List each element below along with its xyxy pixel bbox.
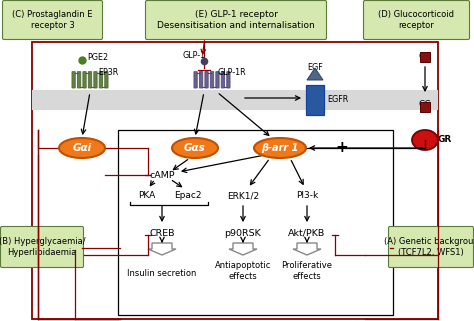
Text: (B) Hyperglycaemia/
Hyperlipidaemia: (B) Hyperglycaemia/ Hyperlipidaemia: [0, 237, 85, 257]
Text: PGE2: PGE2: [87, 53, 108, 62]
Text: (C) Prostaglandin E
receptor 3: (C) Prostaglandin E receptor 3: [12, 10, 93, 30]
Polygon shape: [307, 68, 323, 80]
FancyBboxPatch shape: [389, 227, 474, 267]
Bar: [306, 85, 324, 115]
FancyBboxPatch shape: [72, 72, 75, 88]
FancyBboxPatch shape: [94, 72, 97, 88]
Text: β-arr 1: β-arr 1: [261, 143, 299, 153]
Text: Gαs: Gαs: [184, 143, 206, 153]
Text: EP3R: EP3R: [98, 68, 118, 77]
FancyBboxPatch shape: [0, 227, 83, 267]
Polygon shape: [293, 243, 321, 255]
Ellipse shape: [172, 138, 218, 158]
FancyBboxPatch shape: [210, 72, 214, 88]
Text: (A) Genetic backgroud
(TCF7L2, WFS1): (A) Genetic backgroud (TCF7L2, WFS1): [383, 237, 474, 257]
Bar: [118, 130, 393, 315]
Bar: [32, 42, 438, 319]
Text: PI3-k: PI3-k: [296, 192, 318, 201]
Text: GLP-1: GLP-1: [182, 50, 206, 59]
Text: EGFR: EGFR: [327, 96, 348, 105]
Text: CREB: CREB: [149, 229, 175, 238]
FancyBboxPatch shape: [194, 72, 197, 88]
Text: GC: GC: [419, 100, 431, 109]
FancyBboxPatch shape: [221, 72, 225, 88]
Text: Akt/PKB: Akt/PKB: [288, 229, 326, 238]
FancyBboxPatch shape: [227, 72, 230, 88]
Text: GR: GR: [438, 135, 452, 144]
Text: Proliferative
effects: Proliferative effects: [282, 261, 332, 281]
Polygon shape: [229, 243, 257, 255]
Text: Antiapoptotic
effects: Antiapoptotic effects: [215, 261, 271, 281]
Bar: [420, 52, 430, 62]
FancyBboxPatch shape: [216, 72, 219, 88]
Text: (E) GLP-1 receptor
Desensitisation and internalisation: (E) GLP-1 receptor Desensitisation and i…: [157, 10, 315, 30]
Bar: [420, 102, 430, 112]
Text: ERK1/2: ERK1/2: [227, 192, 259, 201]
FancyBboxPatch shape: [105, 72, 108, 88]
Text: cAMP: cAMP: [149, 170, 175, 179]
FancyBboxPatch shape: [99, 72, 102, 88]
Text: Epac2: Epac2: [174, 192, 202, 201]
Text: Gαi: Gαi: [73, 143, 91, 153]
FancyBboxPatch shape: [364, 1, 470, 39]
Text: EGF: EGF: [307, 63, 323, 72]
Text: Insulin secretion: Insulin secretion: [128, 268, 197, 277]
FancyBboxPatch shape: [88, 72, 91, 88]
Polygon shape: [148, 243, 176, 255]
Text: (D) Glucocorticoid
receptor: (D) Glucocorticoid receptor: [379, 10, 455, 30]
Text: +: +: [336, 141, 348, 155]
Ellipse shape: [59, 138, 105, 158]
FancyBboxPatch shape: [77, 72, 81, 88]
FancyBboxPatch shape: [2, 1, 102, 39]
Ellipse shape: [254, 138, 306, 158]
Text: GC: GC: [419, 52, 431, 61]
FancyBboxPatch shape: [205, 72, 208, 88]
FancyBboxPatch shape: [146, 1, 327, 39]
FancyBboxPatch shape: [83, 72, 86, 88]
Ellipse shape: [412, 130, 438, 150]
Text: p90RSK: p90RSK: [225, 229, 261, 238]
FancyBboxPatch shape: [200, 72, 203, 88]
Bar: [32, 90, 438, 110]
Text: GLP-1R: GLP-1R: [218, 68, 246, 77]
Text: PKA: PKA: [138, 192, 155, 201]
